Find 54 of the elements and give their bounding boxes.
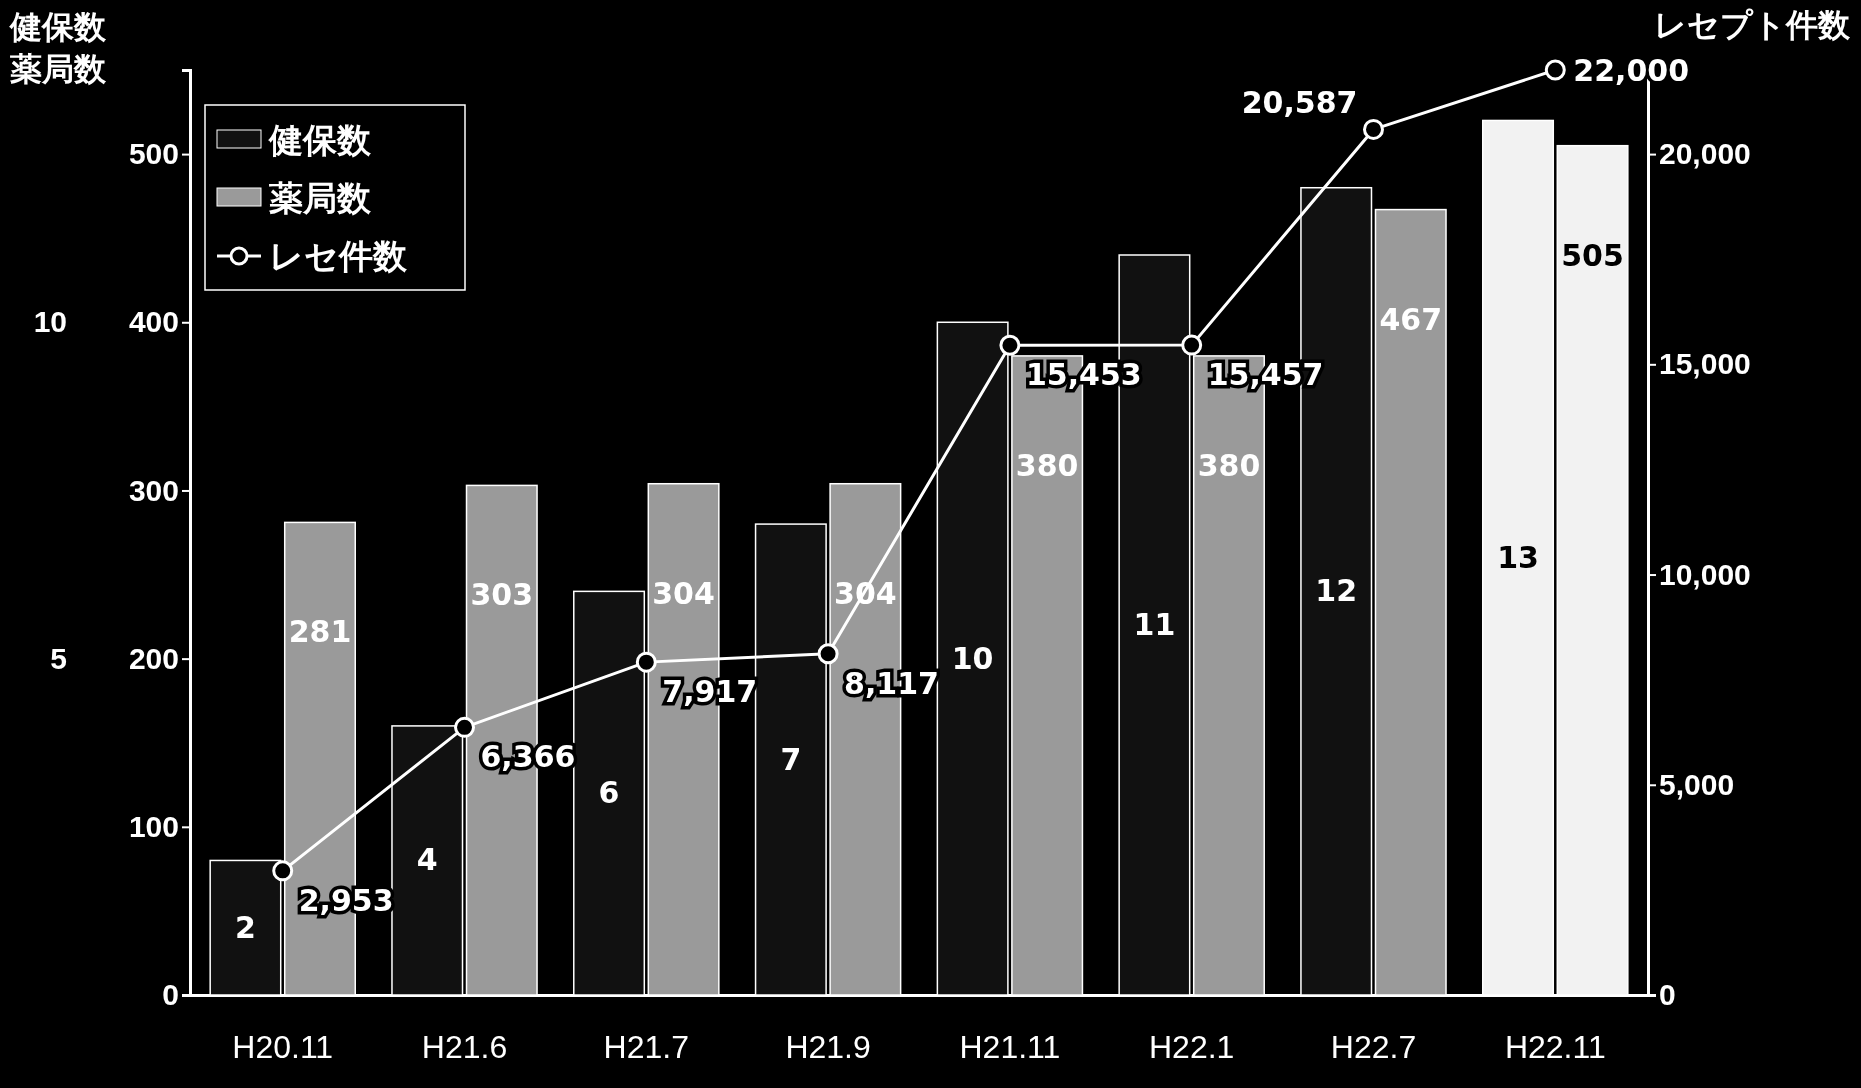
y-tick-label: 100 <box>128 809 179 843</box>
y3-axis-title: 健保数 <box>9 8 107 46</box>
y2-tick-label: 10,000 <box>1659 557 1751 591</box>
y-tick-label: 500 <box>128 137 179 171</box>
y2-tick-label: 5,000 <box>1659 767 1735 801</box>
y2-tick-label: 20,000 <box>1659 137 1751 171</box>
point <box>1362 118 1384 140</box>
data-label: 11 <box>1133 607 1176 642</box>
data-label: 10 <box>951 640 994 676</box>
y-tick-label: 200 <box>128 641 179 675</box>
legend-label: 薬局数 <box>269 178 372 218</box>
legend-label: 健保数 <box>268 120 372 160</box>
x-tick-label: H22.7 <box>1330 1028 1417 1065</box>
data-label: 380 <box>1015 447 1079 483</box>
data-label: 303 <box>470 577 534 613</box>
data-label: 4 <box>416 842 438 878</box>
y2-tick-label: 0 <box>1659 978 1676 1012</box>
y3-tick-label: 5 <box>50 641 67 675</box>
y2-axis-title: レセプト件数 <box>1654 6 1851 44</box>
x-tick-label: H21.9 <box>785 1028 871 1065</box>
x-tick-label: H20.11 <box>232 1028 334 1065</box>
y-axis-title: 薬局数 <box>10 50 107 88</box>
y-tick-label: 0 <box>162 978 179 1012</box>
data-label: 15,453 <box>1025 357 1142 393</box>
data-label: 304 <box>652 575 715 611</box>
data-label: 281 <box>288 614 352 650</box>
data-label: 12 <box>1315 573 1358 609</box>
point <box>1181 334 1203 356</box>
point <box>454 716 476 738</box>
data-label: 20,587 <box>1241 85 1358 121</box>
x-tick-label: H22.11 <box>1504 1028 1606 1065</box>
legend-label: レセ件数 <box>269 236 408 276</box>
data-label: 7 <box>780 741 802 777</box>
y-tick-label: 300 <box>128 473 179 507</box>
data-label: 15,457 <box>1207 357 1324 393</box>
point <box>817 643 839 665</box>
data-label: 467 <box>1379 301 1443 337</box>
data-label: 6 <box>598 775 620 811</box>
data-label: 13 <box>1497 539 1539 575</box>
data-label: 505 <box>1561 237 1624 273</box>
data-label: 22,000 <box>1573 53 1690 88</box>
y3-tick-label: 10 <box>33 305 67 339</box>
x-tick-label: H21.7 <box>603 1028 689 1065</box>
y-tick-label: 400 <box>128 305 179 339</box>
x-tick-label: H22.1 <box>1149 1028 1235 1065</box>
point <box>999 334 1021 356</box>
y2-tick-label: 15,000 <box>1659 347 1751 381</box>
x-tick-label: H21.6 <box>421 1028 508 1065</box>
data-label: 380 <box>1197 447 1261 483</box>
x-tick-label: H21.11 <box>959 1028 1061 1065</box>
data-label: 2 <box>235 909 256 945</box>
point <box>1544 59 1566 81</box>
point <box>635 651 657 673</box>
point <box>272 860 294 882</box>
